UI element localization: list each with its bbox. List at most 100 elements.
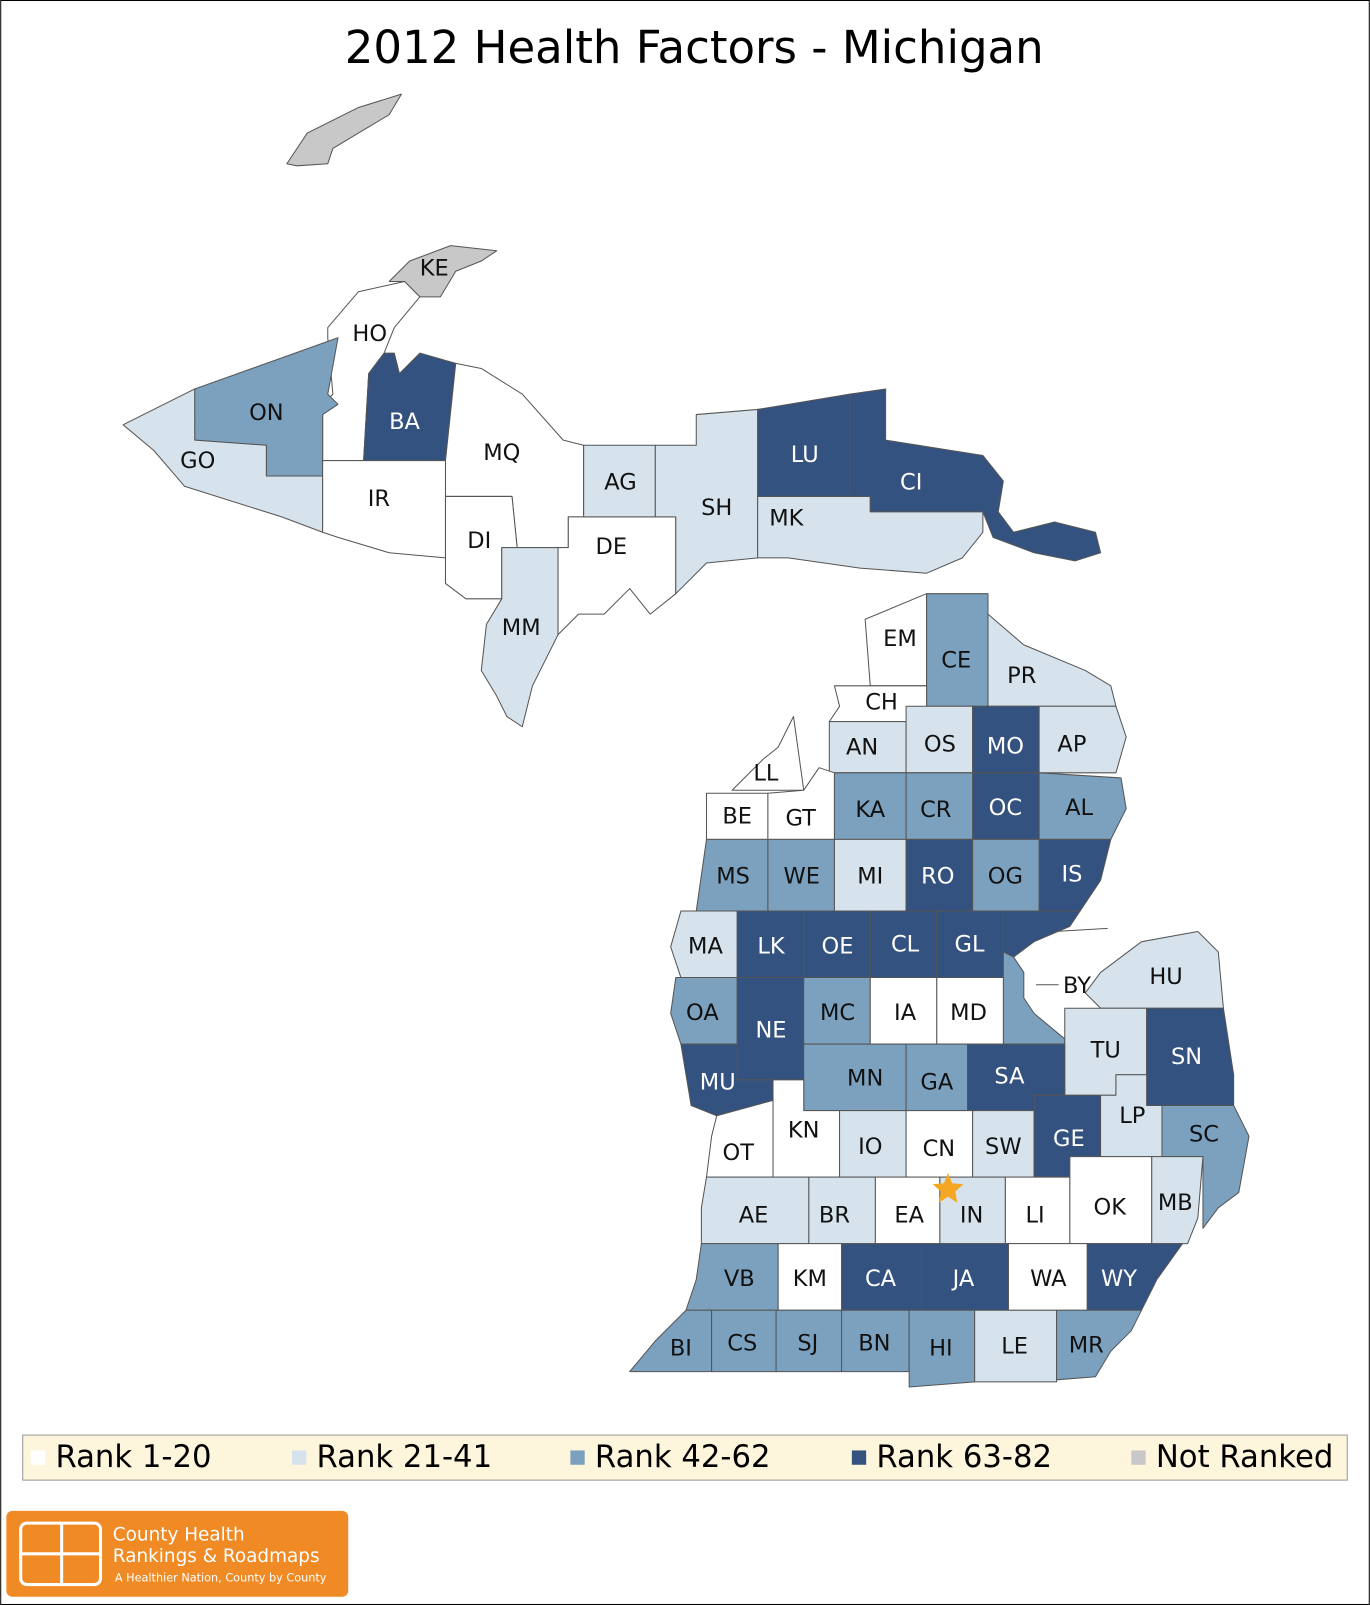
legend-label: Rank 63-82: [876, 1440, 1052, 1475]
county-label: ON: [249, 400, 284, 426]
county-label: CH: [865, 690, 898, 716]
county-label: MR: [1069, 1333, 1104, 1359]
legend: Rank 1-20 Rank 21-41 Rank 42-62 Rank 63-82 N…: [30, 1440, 1333, 1475]
county-label: GT: [785, 805, 816, 831]
county-label: AN: [846, 735, 878, 761]
county-label: BY: [1063, 973, 1091, 999]
capital-star: [932, 1173, 964, 1203]
county-label: BI: [670, 1336, 692, 1362]
county-label: KM: [793, 1266, 827, 1292]
county-label: VB: [724, 1266, 755, 1292]
county-label: SH: [701, 495, 732, 521]
legend-label: Rank 42-62: [595, 1440, 771, 1475]
county-label: CS: [727, 1330, 757, 1356]
county-label: AR: [1111, 915, 1142, 941]
logo-tagline: A Healthier Nation, County by County: [115, 1571, 327, 1584]
county-label: SN: [1171, 1044, 1202, 1070]
county-label: IS: [1061, 862, 1082, 888]
county-label: GL: [955, 931, 985, 957]
county-label: MQ: [483, 440, 520, 466]
county-label: IR: [368, 486, 390, 512]
county-label: PR: [1007, 663, 1036, 689]
legend-label: Not Ranked: [1156, 1440, 1333, 1475]
county-label: HU: [1149, 964, 1182, 990]
county-label: OG: [988, 864, 1023, 890]
county-label: IO: [858, 1134, 882, 1160]
county-label: IN: [960, 1203, 983, 1229]
county: [654, 408, 759, 595]
county-label: CN: [923, 1136, 956, 1162]
county: [1056, 1309, 1143, 1381]
county-label: CA: [865, 1266, 897, 1292]
county-label: LP: [1119, 1103, 1145, 1129]
county-label: KA: [855, 797, 885, 823]
county-label: WY: [1101, 1266, 1137, 1292]
county: [363, 352, 457, 462]
legend-label: Rank 21-41: [317, 1440, 493, 1475]
county-label: KE: [420, 256, 449, 282]
county-label: LE: [1001, 1334, 1028, 1360]
legend-label: Rank 1-20: [55, 1440, 211, 1475]
county-label: BR: [819, 1203, 850, 1229]
county-label: AG: [604, 470, 636, 496]
county-label: MK: [769, 505, 804, 531]
county-label: DI: [467, 528, 491, 554]
county-label: MD: [950, 1000, 987, 1026]
county: [629, 1309, 713, 1373]
county-label: LL: [753, 760, 779, 786]
county-label: SC: [1189, 1122, 1219, 1148]
county-label: LU: [791, 442, 819, 468]
legend-swatch: [1131, 1450, 1146, 1465]
county-label: OC: [989, 795, 1022, 821]
legend-swatch: [30, 1450, 46, 1465]
logo-line: Rankings & Roadmaps: [113, 1546, 320, 1567]
county-label: CR: [920, 797, 951, 823]
county-label: AL: [1065, 795, 1093, 821]
county-label: MO: [987, 734, 1024, 760]
county: [974, 1309, 1058, 1383]
county-label: CE: [941, 648, 971, 674]
county-label: OE: [822, 933, 854, 959]
county-map: KE HO ON GO BA MQ IR DI MM DE AG SH LU MK CI EM CE PR CH AN…: [122, 93, 1250, 1388]
county-label: MS: [716, 864, 750, 890]
county-label: BE: [722, 803, 752, 829]
county-label: KN: [788, 1118, 820, 1144]
county-label: BA: [389, 409, 420, 435]
county-label: OA: [686, 1000, 719, 1026]
county: [731, 716, 805, 791]
county-label: SW: [985, 1134, 1022, 1160]
county-label: TU: [1090, 1038, 1121, 1064]
county-label: GO: [180, 448, 215, 474]
county-label: CI: [900, 470, 922, 496]
county-label: EA: [894, 1203, 924, 1229]
legend-swatch: [291, 1450, 307, 1465]
legend-swatch: [851, 1450, 867, 1465]
county: [1038, 838, 1112, 912]
county: [1151, 1156, 1204, 1245]
county-label: NE: [755, 1017, 786, 1043]
county-label: HI: [929, 1336, 953, 1362]
legend-swatch: [570, 1450, 585, 1465]
county-label: JA: [951, 1266, 975, 1292]
county-label: MN: [847, 1065, 883, 1091]
county-label: CL: [891, 931, 920, 957]
county-label: EM: [883, 626, 917, 652]
county-label: IA: [894, 1000, 917, 1026]
county-label: RO: [921, 864, 954, 890]
county-label: WA: [1030, 1266, 1067, 1292]
county-label: MU: [700, 1069, 736, 1095]
county: [849, 388, 1102, 562]
county-label: SJ: [797, 1330, 818, 1356]
county-label: MB: [1158, 1190, 1193, 1216]
logo: County Health Rankings & Roadmaps A Heal…: [6, 1510, 349, 1597]
county-label: DE: [596, 534, 628, 560]
county: [1038, 705, 1127, 774]
county-label: LK: [757, 933, 786, 959]
county-label: MA: [688, 933, 723, 959]
leader-line: [1054, 927, 1108, 932]
county-label: AP: [1057, 732, 1086, 758]
county-label: SA: [994, 1063, 1025, 1089]
county-label: GE: [1053, 1126, 1085, 1152]
legend-box: [22, 1434, 1348, 1481]
